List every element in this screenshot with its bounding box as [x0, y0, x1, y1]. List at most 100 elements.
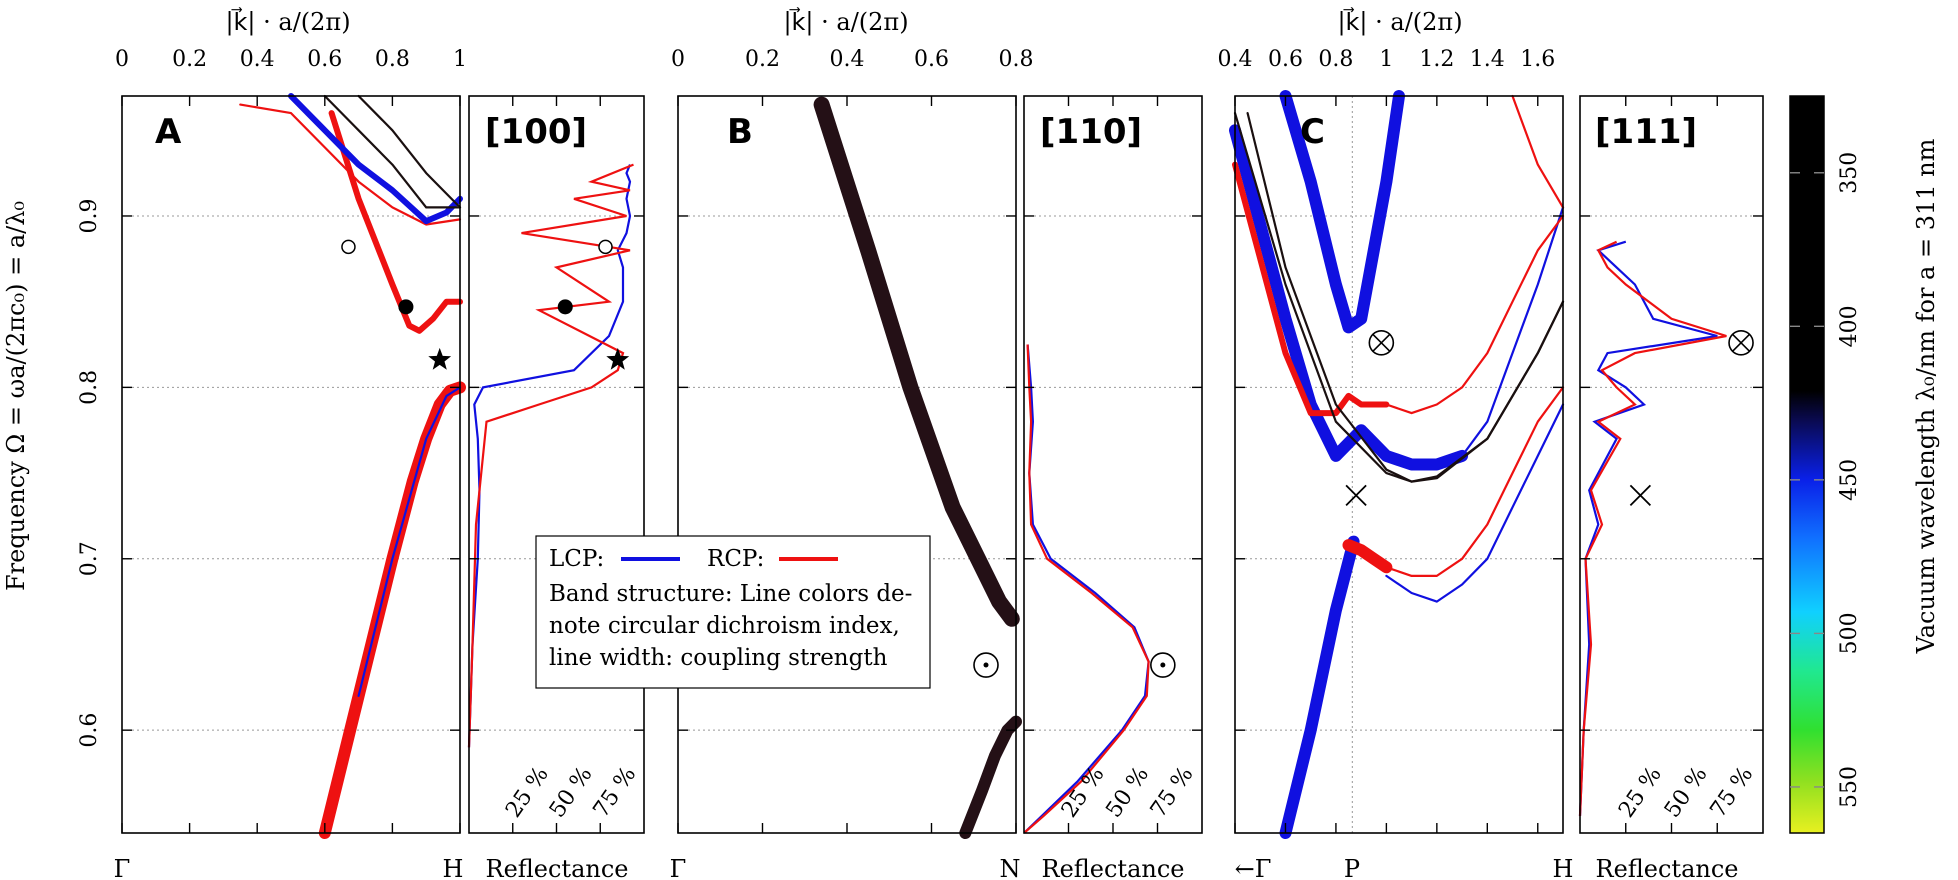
reflectance-tick-label: 50 % [1101, 762, 1154, 822]
x-tick-label: 0.6 [914, 47, 949, 72]
colorbar-tick-label: 500 [1837, 612, 1862, 654]
colorbar: 350 400 450 500 550 [1789, 95, 1862, 834]
colorbar-tick-label: 550 [1837, 766, 1862, 808]
x-tick-label: 1.2 [1419, 47, 1454, 72]
marker-filled-circle [398, 299, 414, 315]
x-tick-label: 0.6 [1268, 47, 1303, 72]
x-tick-label: 1 [1379, 47, 1393, 72]
marker-open-circle [341, 239, 356, 255]
bottom-label-gamma-a: Γ [114, 855, 131, 880]
marker-open-circle [598, 239, 613, 255]
colorbar-tick-label: 450 [1837, 459, 1862, 501]
legend: LCP: RCP: Band structure: Line colors de… [535, 535, 931, 689]
reflectance-curve-rcp [467, 163, 634, 748]
band-c-rcp-7 [1385, 214, 1565, 415]
marker-circled-times [1728, 330, 1754, 356]
legend-note-line-3: line width: coupling strength [549, 645, 888, 671]
marker-star [428, 347, 452, 370]
reflectance-tick-label: 25 % [1614, 762, 1667, 822]
bottom-label-n-b: N [1000, 855, 1021, 880]
band-a-mixed-5 [323, 94, 462, 209]
bottom-label-gamma-c: ←Γ [1235, 855, 1272, 880]
legend-lcp-label: LCP: [549, 546, 604, 572]
colorbar-tick-label: 400 [1837, 305, 1862, 347]
band-c-rcp-11 [1511, 94, 1565, 209]
top-axis-label-a: |k⃗| · a/(2π) [225, 7, 350, 37]
reflectance-panel-frame-b [1023, 95, 1203, 834]
reflectance-tick-label: 50 % [1660, 762, 1713, 822]
x-tick-label: 0.4 [1218, 47, 1253, 72]
reflectance-tick-label: 50 % [545, 762, 598, 822]
reflectance-tick-label: 75 % [1706, 762, 1759, 822]
bottom-label-h-c: H [1553, 855, 1574, 880]
marker-circled-times-cross [1731, 333, 1751, 352]
band-c-rcp-2 [1385, 386, 1565, 577]
tick-marks: 0 0.2 0.4 0.6 0.8 125 %50 %75 %0 0.2 0.4 0.6 0.82… [77, 47, 1763, 833]
x-tick-label: 0 [115, 47, 129, 72]
y-tick-label: 0.8 [77, 370, 102, 405]
band-a-lcp-1 [357, 386, 462, 697]
reflectance-panel-frame-c [1579, 95, 1764, 834]
labels: Frequency Ω = ωa/(2πc₀) = a/λ₀ Vacuum wa… [2, 7, 1940, 880]
reflectance-curve-lcp [1023, 344, 1150, 834]
x-tick-label: 0.8 [1318, 47, 1353, 72]
bottom-label-gamma-b: Γ [670, 855, 687, 880]
reflectance-label-a: Reflectance [486, 855, 629, 880]
reflectance-tick-label: 25 % [501, 762, 554, 822]
marker-times [1345, 484, 1367, 506]
bottom-label-p-c: P [1344, 855, 1360, 880]
band-c-lcp-3 [1385, 403, 1565, 603]
x-tick-label: 1 [453, 47, 467, 72]
band-b-mixed-dark-0 [813, 96, 1020, 627]
marker-filled-circle [557, 299, 573, 315]
direction-label-100: [100] [485, 112, 587, 152]
x-tick-label: 0.8 [375, 47, 410, 72]
x-tick-label: 0.4 [830, 47, 865, 72]
marker-times [1629, 484, 1652, 506]
direction-label-111: [111] [1595, 112, 1697, 152]
x-tick-label: 0.6 [307, 47, 342, 72]
reflectance-label-c: Reflectance [1596, 855, 1739, 880]
marker-circled-dot [973, 652, 999, 678]
band-panel-frame-c [1234, 95, 1564, 834]
band-a-rcp-3 [239, 103, 462, 226]
x-tick-label: 0.4 [240, 47, 275, 72]
panel-label-b: B [727, 112, 753, 152]
top-axis-label-c: |k⃗| · a/(2π) [1337, 7, 1462, 37]
panel-label-c: C [1300, 112, 1325, 152]
legend-rcp-label: RCP: [707, 546, 764, 572]
panel-label-a: A [155, 112, 182, 152]
band-a-rcp-2 [328, 110, 463, 334]
marker-star [606, 347, 630, 370]
y-tick-label: 0.6 [77, 713, 102, 748]
band-a-lcp-4 [288, 93, 463, 225]
grid-lines [122, 96, 1763, 833]
x-tick-label: 0.2 [172, 47, 207, 72]
x-tick-label: 0 [671, 47, 685, 72]
reflectance-panel-frame-a [468, 95, 645, 834]
x-tick-label: 0.2 [745, 47, 780, 72]
reflectance-label-b: Reflectance [1042, 855, 1185, 880]
y-tick-label: 0.9 [77, 198, 102, 233]
band-panel-frame-a [121, 95, 461, 834]
band-c-mixed-9 [1246, 112, 1565, 483]
y-axis-label: Frequency Ω = ωa/(2πc₀) = a/λ₀ [2, 201, 30, 591]
y-tick-label: 0.7 [77, 541, 102, 576]
colorbar-tick-label: 350 [1837, 152, 1862, 194]
band-c-lcp-10 [1279, 90, 1405, 334]
band-a-mixed-6 [357, 94, 462, 209]
marker-circled-times [1368, 330, 1395, 356]
colorbar-label: Vacuum wavelength λ₀/nm for a = 311 nm [1912, 138, 1940, 654]
x-tick-label: 1.4 [1470, 47, 1505, 72]
marker-circled-dot [1150, 652, 1176, 678]
legend-note-line-1: Band structure: Line colors de- [549, 581, 912, 607]
x-tick-label: 1.6 [1520, 47, 1555, 72]
legend-note-line-2: note circular dichroism index, [549, 613, 900, 639]
reflectance-curve-rcp [1578, 240, 1727, 816]
bottom-label-h-a: H [443, 855, 464, 880]
colorbar-gradient [1789, 95, 1825, 834]
reflectance-tick-label: 75 % [589, 762, 642, 822]
top-axis-label-b: |k⃗| · a/(2π) [783, 7, 908, 37]
marker-circled-dot-center [1160, 662, 1166, 668]
band-a-rcp-0 [318, 381, 466, 839]
